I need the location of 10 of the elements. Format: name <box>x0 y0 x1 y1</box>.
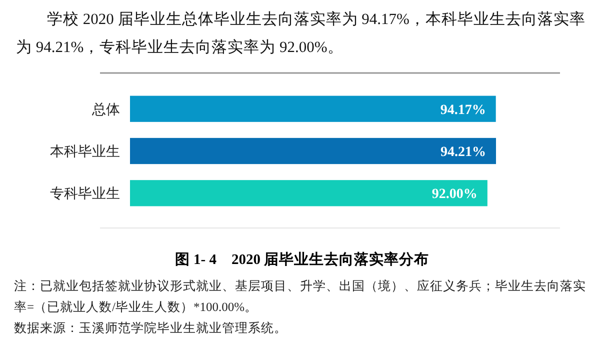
data-label: 94.17% <box>440 102 486 118</box>
text: 图 1- 4 2020 届毕业生去向落实率分布 <box>174 250 430 269</box>
data-label: 94.21% <box>440 144 486 160</box>
y-tick-label: 本科毕业生 <box>50 144 120 160</box>
data-label: 92.00% <box>432 187 478 202</box>
chart-subtitle: 学校 2020 届毕业生总体毕业生去向落实率为 94.17%，本科毕业生去向落实率为 94.21%，专科毕业生去向落实率为 92.00%。 <box>16 10 586 58</box>
text: 注：已就业包括签就业协议形式就业、基层项目、升学、出国（境）、应征义务兵；毕业生去向落实率=（已就业人数/毕业生人数）*100.00%。 <box>14 278 587 316</box>
source-note: 数据来源：玉溪师范学院毕业生就业管理系统。 <box>14 320 288 337</box>
y-tick-label: 专科毕业生 <box>50 186 120 202</box>
y-tick-label: 总体 <box>91 102 120 118</box>
